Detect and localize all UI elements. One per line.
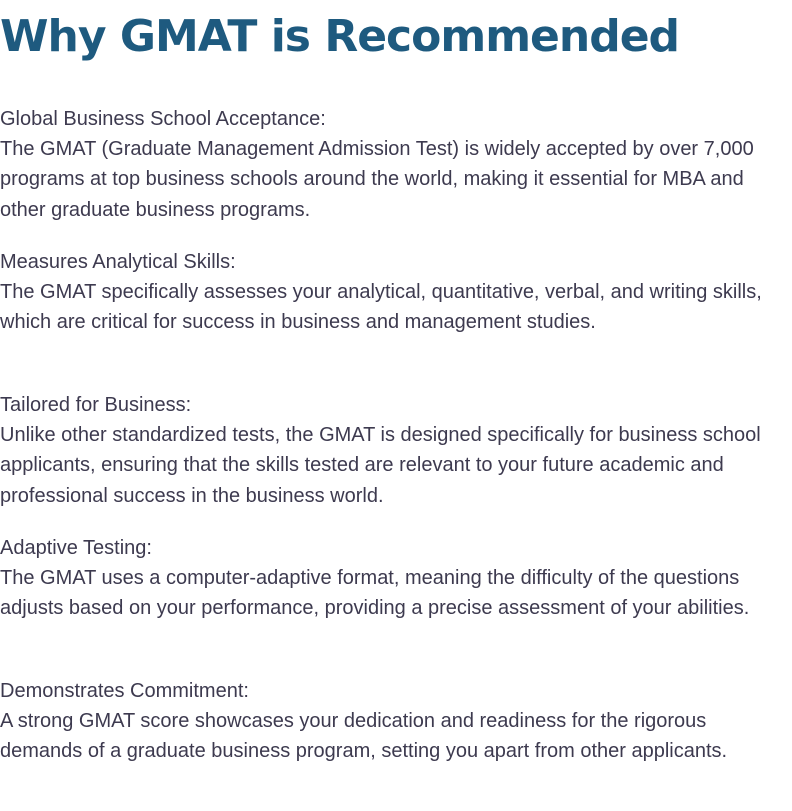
- section-heading: Demonstrates Commitment:: [0, 680, 249, 702]
- section-body: Unlike other standardized tests, the GMA…: [0, 424, 761, 507]
- section-global-business-school-acceptance: Global Business School Acceptance: The G…: [0, 104, 785, 225]
- section-adaptive-testing: Adaptive Testing: The GMAT uses a comput…: [0, 533, 785, 624]
- section-measures-analytical-skills: Measures Analytical Skills: The GMAT spe…: [0, 247, 785, 338]
- section-heading: Tailored for Business:: [0, 394, 192, 416]
- section-heading: Adaptive Testing:: [0, 537, 152, 559]
- section-demonstrates-commitment: Demonstrates Commitment: A strong GMAT s…: [0, 676, 785, 767]
- section-body: A strong GMAT score showcases your dedic…: [0, 710, 728, 763]
- section-body: The GMAT uses a computer-adaptive format…: [0, 567, 750, 620]
- section-body: The GMAT (Graduate Management Admission …: [0, 138, 754, 221]
- section-tailored-for-business: Tailored for Business: Unlike other stan…: [0, 390, 785, 511]
- section-heading: Measures Analytical Skills:: [0, 251, 236, 273]
- section-body: The GMAT specifically assesses your anal…: [0, 281, 762, 334]
- page-title: Why GMAT is Recommended: [0, 11, 680, 62]
- section-heading: Global Business School Acceptance:: [0, 108, 326, 130]
